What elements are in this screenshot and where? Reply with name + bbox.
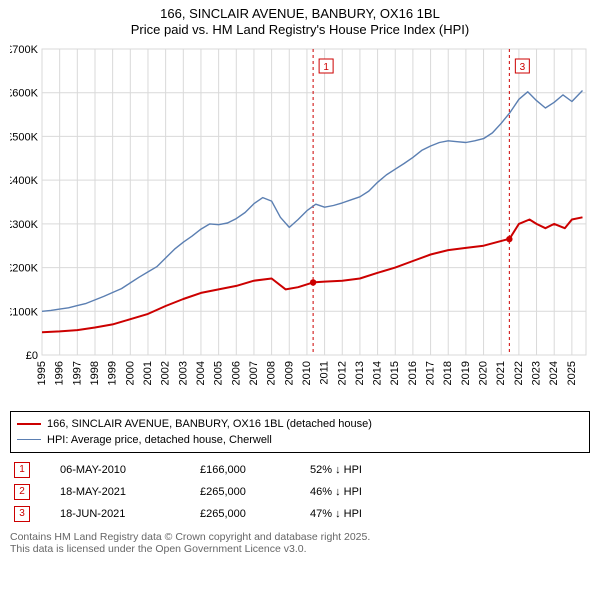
y-tick-label: £100K (10, 306, 39, 318)
x-tick-label: 2006 (230, 361, 242, 385)
legend-swatch (17, 439, 41, 440)
x-tick-label: 1996 (54, 361, 66, 385)
x-tick-label: 2012 (336, 361, 348, 385)
x-tick-label: 2022 (513, 361, 525, 385)
chart: £0 £100K £200K £300K £400K £500K £600K £700K 199… (10, 45, 590, 405)
page: 166, SINCLAIR AVENUE, BANBURY, OX16 1BL … (0, 0, 600, 590)
x-tick-label: 2005 (213, 361, 225, 385)
y-tick-label: £300K (10, 218, 39, 230)
row-price: £265,000 (200, 486, 310, 498)
table-row: 2 18-MAY-2021£265,00046% ↓ HPI (10, 481, 590, 503)
chart-svg: £0 £100K £200K £300K £400K £500K £600K £700K 199… (10, 45, 590, 405)
x-tick-label: 2020 (478, 361, 490, 385)
row-badge: 3 (14, 506, 30, 522)
footer-line2: This data is licensed under the Open Gov… (10, 543, 590, 556)
x-tick-label: 2004 (195, 361, 207, 385)
x-tick-label: 2021 (495, 361, 507, 385)
x-tick-label: 2001 (142, 361, 154, 385)
x-tick-label: 2023 (531, 361, 543, 385)
row-date: 18-MAY-2021 (60, 486, 200, 498)
title-subtitle: Price paid vs. HM Land Registry's House … (10, 22, 590, 38)
chart-marker-badge: 3 (520, 62, 526, 73)
row-date: 06-MAY-2010 (60, 464, 200, 476)
transactions-table: 1 06-MAY-2010£166,00052% ↓ HPI 2 18-MAY-202… (10, 459, 590, 525)
row-badge: 2 (14, 484, 30, 500)
table-row: 3 18-JUN-2021£265,00047% ↓ HPI (10, 503, 590, 525)
x-tick-label: 2008 (266, 361, 278, 385)
x-tick-label: 1995 (36, 361, 48, 385)
x-tick-label: 2017 (425, 361, 437, 385)
y-tick-label: £700K (10, 45, 39, 56)
x-tick-label: 2000 (124, 361, 136, 385)
row-delta: 46% ↓ HPI (310, 486, 430, 498)
y-tick-label: £0 (26, 350, 38, 362)
legend: 166, SINCLAIR AVENUE, BANBURY, OX16 1BL … (10, 411, 590, 453)
row-badge: 1 (14, 462, 30, 478)
chart-marker-badge: 1 (323, 62, 329, 73)
x-tick-label: 2019 (460, 361, 472, 385)
x-tick-label: 1999 (107, 361, 119, 385)
x-tick-label: 2025 (566, 361, 578, 385)
row-price: £166,000 (200, 464, 310, 476)
x-tick-label: 2016 (407, 361, 419, 385)
footer: Contains HM Land Registry data © Crown c… (10, 531, 590, 556)
legend-swatch (17, 423, 41, 425)
title-address: 166, SINCLAIR AVENUE, BANBURY, OX16 1BL (10, 6, 590, 22)
x-tick-label: 2007 (248, 361, 260, 385)
table-row: 1 06-MAY-2010£166,00052% ↓ HPI (10, 459, 590, 481)
row-delta: 52% ↓ HPI (310, 464, 430, 476)
y-tick-label: £600K (10, 87, 39, 99)
series-marker (506, 235, 512, 241)
footer-line1: Contains HM Land Registry data © Crown c… (10, 531, 590, 544)
x-tick-label: 2024 (548, 361, 560, 385)
y-tick-label: £500K (10, 131, 39, 143)
x-tick-label: 2014 (372, 361, 384, 385)
x-tick-label: 2011 (319, 361, 331, 385)
x-tick-label: 1997 (71, 361, 83, 385)
row-date: 18-JUN-2021 (60, 508, 200, 520)
x-tick-label: 2010 (301, 361, 313, 385)
x-tick-label: 2009 (283, 361, 295, 385)
y-tick-label: £400K (10, 175, 39, 187)
row-price: £265,000 (200, 508, 310, 520)
x-tick-label: 1998 (89, 361, 101, 385)
x-tick-label: 2018 (442, 361, 454, 385)
x-tick-label: 2015 (389, 361, 401, 385)
legend-item: HPI: Average price, detached house, Cher… (17, 432, 583, 448)
y-tick-label: £200K (10, 262, 39, 274)
x-tick-label: 2002 (160, 361, 172, 385)
x-tick-label: 2003 (177, 361, 189, 385)
legend-item: 166, SINCLAIR AVENUE, BANBURY, OX16 1BL … (17, 416, 583, 432)
legend-label: 166, SINCLAIR AVENUE, BANBURY, OX16 1BL … (47, 418, 372, 430)
legend-label: HPI: Average price, detached house, Cher… (47, 434, 272, 446)
series-marker (310, 279, 316, 285)
row-delta: 47% ↓ HPI (310, 508, 430, 520)
chart-titles: 166, SINCLAIR AVENUE, BANBURY, OX16 1BL … (10, 6, 590, 39)
x-tick-label: 2013 (354, 361, 366, 385)
